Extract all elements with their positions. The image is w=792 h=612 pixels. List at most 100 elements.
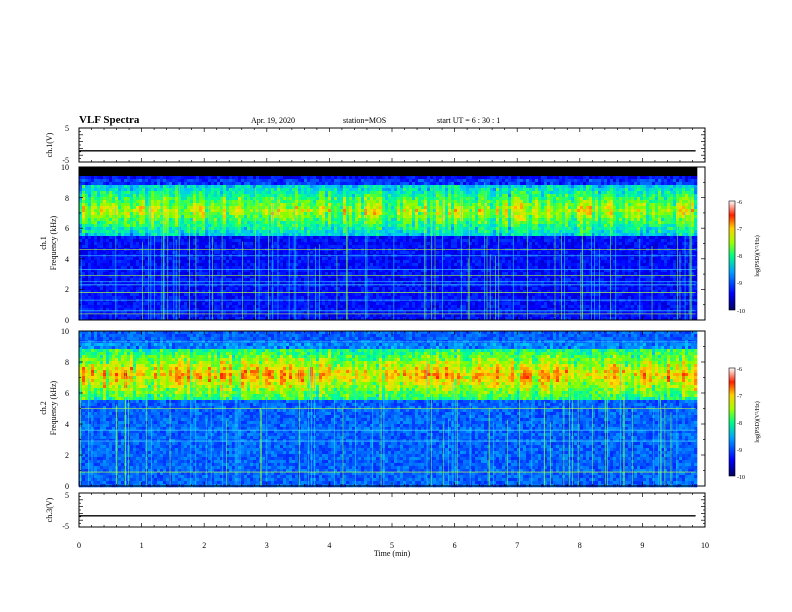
spectrogram-cell (139, 182, 142, 185)
spectrogram-cell (109, 182, 112, 185)
spectrogram-cell (340, 227, 343, 230)
spectrogram-cell (181, 227, 184, 230)
spectrogram-cell (121, 299, 124, 302)
spectrogram-cell (133, 239, 136, 242)
spectrogram-cell (274, 203, 277, 206)
spectrogram-cell (283, 299, 286, 302)
spectrogram-cell (247, 251, 250, 254)
spectrogram-cell (355, 221, 358, 224)
spectrogram-cell (310, 188, 313, 191)
spectrogram-cell (157, 305, 160, 308)
spectrogram-cell (127, 218, 130, 221)
spectrogram-cell (223, 278, 226, 281)
spectrogram-cell (241, 200, 244, 203)
spectrogram-cell (265, 239, 268, 242)
spectrogram-cell (265, 212, 268, 215)
spectrogram-cell (346, 206, 349, 209)
spectrogram-cell (211, 197, 214, 200)
spectrogram-cell (106, 233, 109, 236)
spectrogram-cell (106, 227, 109, 230)
spectrogram-cell (262, 227, 265, 230)
spectrogram-cell (226, 230, 229, 233)
spectrogram-cell (169, 227, 172, 230)
spectrogram-cell (247, 209, 250, 212)
spectrogram-cell (217, 245, 220, 248)
spectrogram-cell (229, 176, 232, 179)
spectrogram-cell (205, 314, 208, 317)
spectrogram-cell (343, 203, 346, 206)
spectrogram-cell (232, 251, 235, 254)
spectrogram-cell (268, 185, 271, 188)
spectrogram-cell (169, 239, 172, 242)
spectrogram-cell (310, 182, 313, 185)
spectrogram-cell (88, 206, 91, 209)
spectrogram-cell (145, 212, 148, 215)
spectrogram-cell (193, 203, 196, 206)
spectrogram-cell (157, 299, 160, 302)
spectrogram-cell (334, 197, 337, 200)
spectrogram-cell (355, 278, 358, 281)
spectrogram-cell (301, 287, 304, 290)
spectrogram-cell (343, 233, 346, 236)
spectrogram-cell (103, 179, 106, 182)
spectrogram-cell (265, 272, 268, 275)
spectrogram-cell (292, 299, 295, 302)
spectrogram-cell (238, 245, 241, 248)
spectrogram-cell (130, 299, 133, 302)
spectrogram-cell (193, 194, 196, 197)
spectrogram-cell (340, 296, 343, 299)
spectrogram-cell (352, 185, 355, 188)
spectrogram-cell (184, 296, 187, 299)
spectrogram-cell (82, 200, 85, 203)
spectrogram-cell (118, 263, 121, 266)
spectrogram-cell (136, 170, 139, 173)
spectrogram-cell (196, 266, 199, 269)
spectrogram-cell (238, 296, 241, 299)
spectrogram-cell (127, 266, 130, 269)
spectrogram-cell (277, 188, 280, 191)
spectrogram-cell (253, 218, 256, 221)
spectrogram-cell (112, 266, 115, 269)
spectrogram-cell (232, 260, 235, 263)
spectrogram-cell (277, 203, 280, 206)
spectrogram-cell (91, 245, 94, 248)
spectrogram-cell (358, 305, 361, 308)
spectrogram-cell (343, 224, 346, 227)
spectrogram-cell (325, 302, 328, 305)
spectrogram-cell (265, 233, 268, 236)
spectrogram-cell (244, 206, 247, 209)
spectrogram-cell (304, 191, 307, 194)
spectrogram-cell (202, 236, 205, 239)
spectrogram-cell (112, 287, 115, 290)
spectrogram-cell (199, 188, 202, 191)
spectrogram-cell (340, 263, 343, 266)
spectrogram-cell (331, 212, 334, 215)
spectrogram-cell (217, 266, 220, 269)
spectrogram-cell (322, 182, 325, 185)
spectrogram-cell (286, 182, 289, 185)
spectrogram-cell (358, 287, 361, 290)
spectrogram-cell (94, 203, 97, 206)
spectrogram-cell (331, 242, 334, 245)
spectrogram-cell (259, 314, 262, 317)
spectrogram-cell (136, 173, 139, 176)
spectrogram-cell (184, 206, 187, 209)
spectrogram-cell (127, 224, 130, 227)
spectrogram-cell (319, 185, 322, 188)
spectrogram-cell (361, 200, 364, 203)
spectrogram-cell (232, 215, 235, 218)
spectrogram-cell (130, 221, 133, 224)
spectrogram-cell (196, 182, 199, 185)
spectrogram-cell (298, 272, 301, 275)
spectrogram-cell (319, 239, 322, 242)
spectrogram-cell (304, 209, 307, 212)
spectrogram-cell (205, 170, 208, 173)
spectrogram-cell (190, 251, 193, 254)
spectrogram-cell (91, 188, 94, 191)
spectrogram-cell (133, 224, 136, 227)
spectrogram-cell (133, 203, 136, 206)
spectrogram-cell (211, 185, 214, 188)
spectrogram-cell (325, 257, 328, 260)
spectrogram-cell (262, 278, 265, 281)
spectrogram-cell (178, 197, 181, 200)
